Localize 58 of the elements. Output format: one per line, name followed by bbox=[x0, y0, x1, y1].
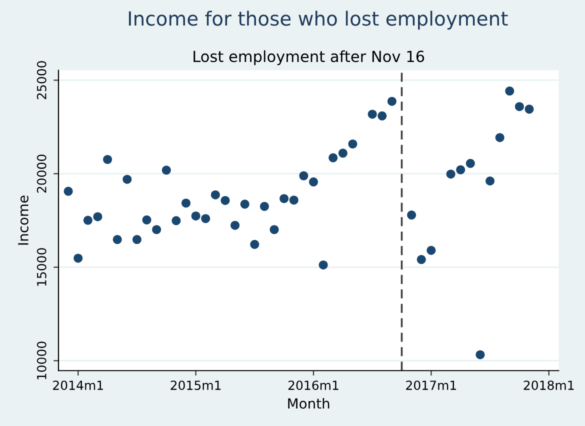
point bbox=[318, 260, 328, 270]
point bbox=[495, 133, 504, 142]
point bbox=[514, 102, 524, 112]
point bbox=[466, 158, 475, 168]
point bbox=[270, 225, 279, 234]
x-tick-label: 2014m1 bbox=[53, 380, 103, 390]
point bbox=[230, 220, 240, 230]
point bbox=[122, 174, 132, 184]
point bbox=[486, 176, 495, 186]
point bbox=[74, 254, 83, 263]
point bbox=[112, 235, 122, 244]
point bbox=[416, 255, 426, 264]
y-tick-label: 20000 bbox=[36, 154, 46, 193]
point bbox=[93, 212, 102, 222]
point bbox=[348, 139, 358, 148]
point bbox=[132, 235, 142, 244]
point bbox=[308, 177, 318, 186]
point bbox=[260, 202, 269, 211]
y-tick-label: 25000 bbox=[36, 61, 46, 100]
x-tick-label: 2015m1 bbox=[170, 380, 221, 390]
point bbox=[191, 211, 200, 220]
x-tick-label: 2017m1 bbox=[406, 380, 456, 390]
point bbox=[181, 198, 190, 208]
point bbox=[456, 165, 466, 174]
point bbox=[220, 196, 230, 205]
point bbox=[210, 190, 220, 200]
y-tick-label: 15000 bbox=[36, 248, 46, 286]
point bbox=[505, 86, 514, 96]
x-tick-label: 2018m1 bbox=[524, 380, 574, 390]
point bbox=[280, 194, 289, 204]
point bbox=[407, 210, 416, 220]
x-tick-label: 2016m1 bbox=[288, 380, 338, 390]
point bbox=[201, 214, 210, 224]
y-axis-title: Income bbox=[18, 196, 28, 245]
point bbox=[240, 200, 250, 209]
point bbox=[368, 110, 377, 119]
point bbox=[338, 148, 348, 158]
point bbox=[103, 154, 112, 164]
chart-title: Income for those who lost employment bbox=[128, 10, 508, 30]
point bbox=[172, 216, 181, 226]
point bbox=[64, 186, 73, 196]
chart-subtitle: Lost employment after Nov 16 bbox=[194, 50, 424, 66]
x-axis-title: Month bbox=[288, 398, 330, 409]
point bbox=[152, 225, 162, 234]
point bbox=[162, 166, 171, 175]
point bbox=[142, 215, 152, 224]
point bbox=[387, 96, 396, 106]
point bbox=[328, 153, 338, 162]
point bbox=[524, 104, 534, 114]
y-tick-label: 10000 bbox=[36, 342, 46, 380]
point bbox=[426, 246, 436, 255]
point bbox=[289, 196, 298, 205]
point bbox=[476, 350, 485, 360]
point bbox=[378, 111, 387, 120]
point bbox=[299, 171, 308, 180]
point bbox=[250, 240, 260, 249]
point bbox=[83, 216, 92, 225]
point bbox=[446, 170, 456, 179]
